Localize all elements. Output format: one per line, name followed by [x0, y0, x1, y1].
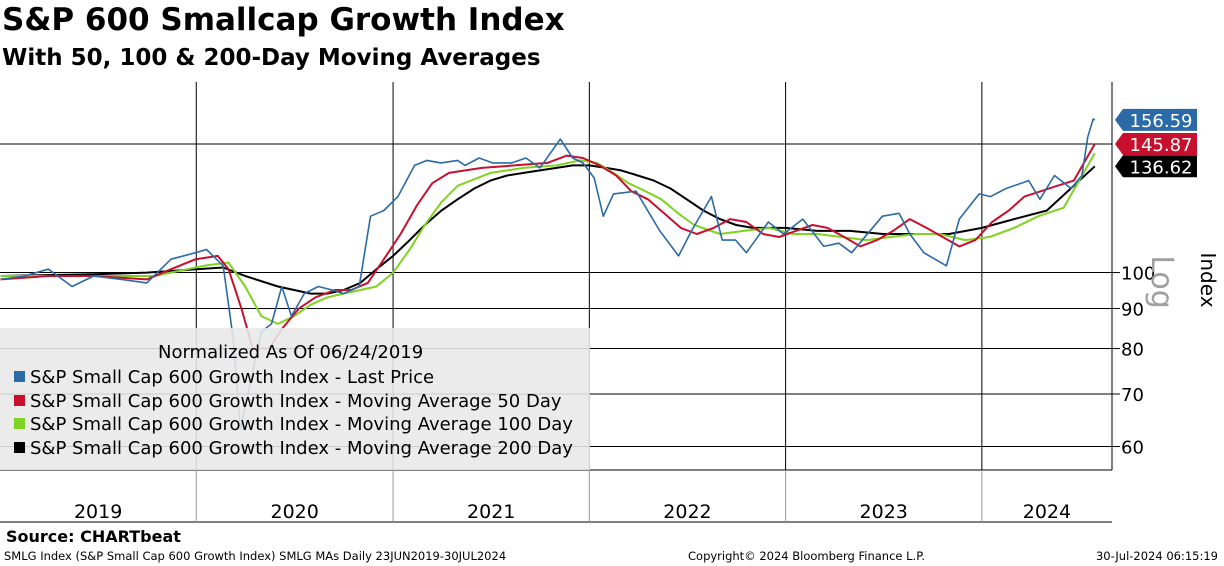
x-year-label: 2019 — [74, 501, 122, 523]
legend-note: Normalized As Of 06/24/2019 — [158, 342, 424, 363]
legend-label: S&P Small Cap 600 Growth Index - Moving … — [30, 391, 562, 412]
series-line — [0, 152, 1096, 325]
y-tick-label: 80 — [1121, 340, 1144, 361]
x-year-label: 2023 — [860, 501, 908, 523]
legend-swatch — [14, 395, 25, 406]
footer-copyright: Copyright© 2024 Bloomberg Finance L.P. — [688, 549, 925, 563]
x-year-label: 2022 — [663, 501, 711, 523]
x-year-label: 2020 — [270, 501, 318, 523]
footer-timestamp: 30-Jul-2024 06:15:19 — [1095, 549, 1218, 563]
y-tick-label: 60 — [1121, 438, 1144, 459]
legend-swatch — [14, 418, 25, 429]
last-value-tag — [1115, 108, 1197, 131]
footer-ticker-info: SMLG Index (S&P Small Cap 600 Growth Ind… — [4, 549, 507, 563]
legend: Normalized As Of 06/24/2019 S&P Small Ca… — [0, 328, 590, 470]
y-tick-label: 100 — [1121, 264, 1155, 285]
log-scale-label: Log — [1144, 255, 1179, 309]
last-value-tag — [1115, 155, 1197, 178]
legend-swatch — [14, 371, 25, 382]
y-tick-label: 90 — [1121, 299, 1144, 320]
chart-subtitle: With 50, 100 & 200-Day Moving Averages — [2, 45, 541, 71]
last-value-tag-label: 136.62 — [1130, 157, 1193, 178]
y-axis: 60 70 80 90 100 — [1112, 264, 1155, 459]
legend-item-ma200: S&P Small Cap 600 Growth Index - Moving … — [14, 438, 573, 460]
legend-item-ma50: S&P Small Cap 600 Growth Index - Moving … — [14, 391, 562, 413]
legend-item-ma100: S&P Small Cap 600 Growth Index - Moving … — [14, 414, 573, 436]
series-line — [0, 143, 1096, 350]
x-year-label: 2021 — [467, 501, 515, 523]
last-value-tag-label: 145.87 — [1130, 135, 1193, 156]
chart-title: S&P 600 Smallcap Growth Index — [2, 2, 565, 38]
legend-item-last-price: S&P Small Cap 600 Growth Index - Last Pr… — [14, 367, 434, 389]
legend-label: S&P Small Cap 600 Growth Index - Moving … — [30, 414, 573, 435]
x-year-label: 2024 — [1023, 501, 1071, 523]
legend-swatch — [14, 442, 25, 453]
last-value-tag-label: 156.59 — [1130, 111, 1193, 132]
legend-label: S&P Small Cap 600 Growth Index - Moving … — [30, 438, 573, 459]
y-tick-label: 70 — [1121, 385, 1144, 406]
last-value-tag — [1115, 132, 1197, 155]
legend-label: S&P Small Cap 600 Growth Index - Last Pr… — [30, 367, 435, 388]
x-axis: 2019 2020 2021 2022 2023 2024 — [74, 501, 1071, 523]
y-axis-label: Index — [1196, 252, 1220, 307]
source-label: Source: CHARTbeat — [6, 527, 181, 546]
